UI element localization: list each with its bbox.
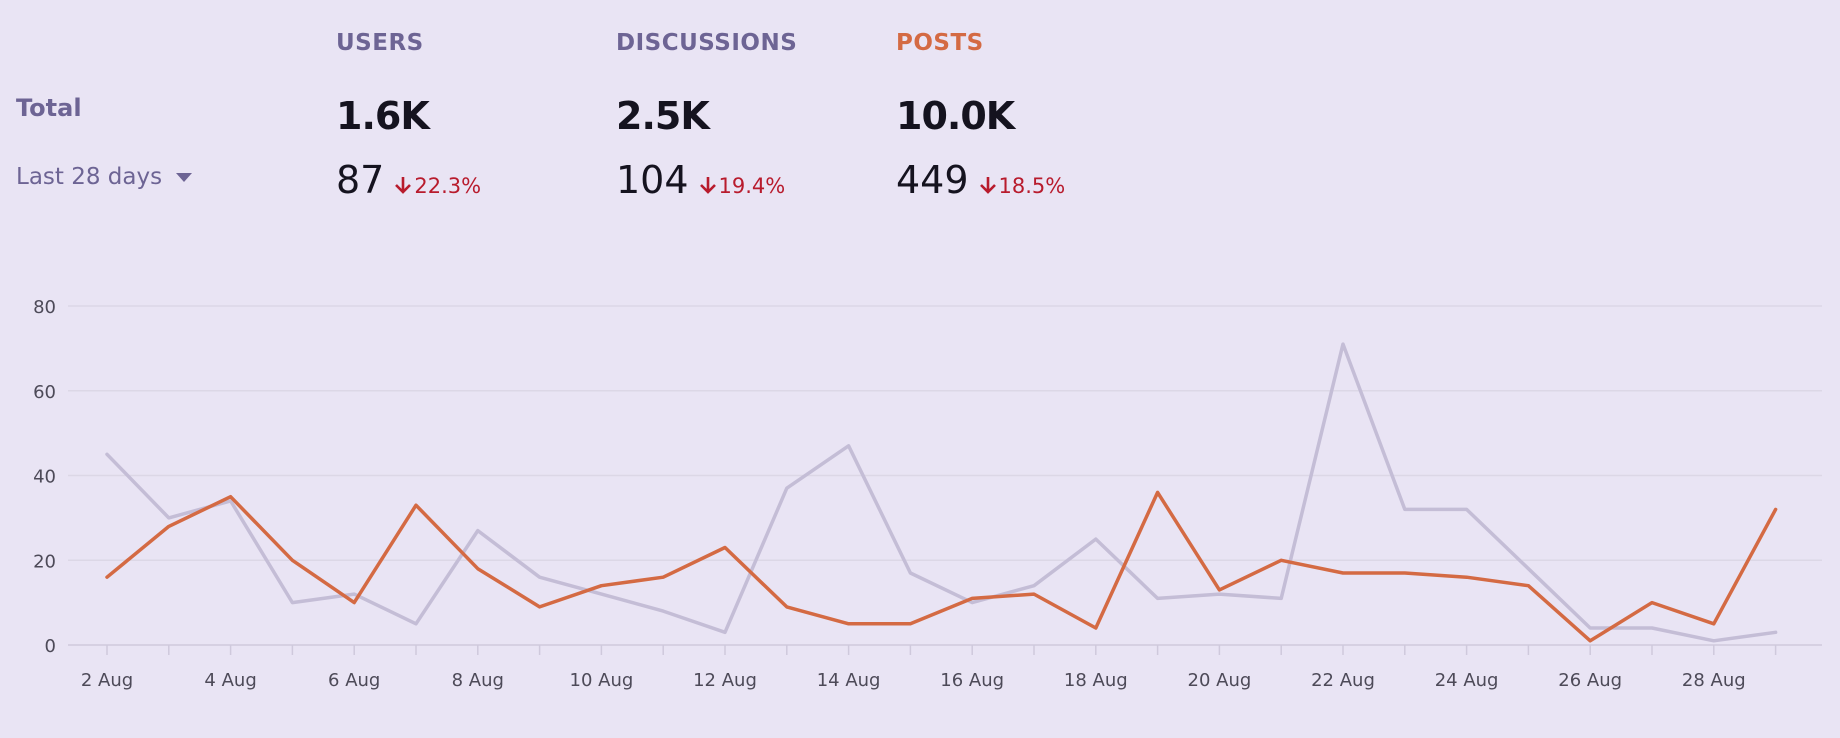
series-line-0 <box>105 342 1778 643</box>
x-tick-label: 2 Aug <box>81 670 133 691</box>
y-tick-label: 80 <box>33 297 56 318</box>
stat-discussions-total: 2.5K <box>616 94 710 138</box>
stat-posts-recent: 449 <box>896 158 969 202</box>
x-tick-label: 14 Aug <box>817 670 881 691</box>
x-tick-label: 26 Aug <box>1558 670 1622 691</box>
stat-users: USERS 1.6K 87 22.3% <box>336 28 481 202</box>
x-tick-label: 24 Aug <box>1435 670 1499 691</box>
period-dropdown[interactable]: Last 28 days <box>16 164 193 190</box>
stat-users-change-badge: 22.3% <box>394 173 481 198</box>
arrow-down-icon <box>395 177 412 194</box>
stat-posts-change: 18.5% <box>998 174 1066 198</box>
x-tick-label: 6 Aug <box>328 670 380 691</box>
y-tick-label: 20 <box>33 551 56 572</box>
x-tick-label: 4 Aug <box>204 670 256 691</box>
x-tick-label: 28 Aug <box>1682 670 1746 691</box>
stat-posts: POSTS 10.0K 449 18.5% <box>896 28 1065 202</box>
x-tick-label: 22 Aug <box>1311 670 1375 691</box>
x-tick-label: 18 Aug <box>1064 670 1128 691</box>
stat-users-label: USERS <box>336 30 424 56</box>
stat-discussions-change-badge: 19.4% <box>699 173 786 198</box>
x-tick-label: 20 Aug <box>1188 670 1252 691</box>
arrow-down-icon <box>979 177 996 194</box>
x-tick-label: 12 Aug <box>693 670 757 691</box>
stat-discussions-change: 19.4% <box>718 174 786 198</box>
stat-users-total: 1.6K <box>336 94 430 138</box>
stat-users-recent: 87 <box>336 158 385 202</box>
period-dropdown-label: Last 28 days <box>16 164 163 190</box>
series-line-1 <box>105 490 1778 643</box>
y-tick-label: 40 <box>33 467 56 488</box>
stat-posts-total: 10.0K <box>896 94 1015 138</box>
stat-posts-change-badge: 18.5% <box>979 173 1066 198</box>
x-tick-label: 10 Aug <box>570 670 634 691</box>
total-row-label: Total <box>16 94 82 122</box>
stat-users-change: 22.3% <box>414 174 482 198</box>
stat-discussions-recent: 104 <box>616 158 689 202</box>
y-tick-label: 0 <box>45 636 56 657</box>
x-tick-label: 16 Aug <box>940 670 1004 691</box>
arrow-down-icon <box>699 177 716 194</box>
caret-down-icon <box>176 172 193 182</box>
stat-discussions-label: DISCUSSIONS <box>616 30 798 56</box>
stat-discussions: DISCUSSIONS 2.5K 104 19.4% <box>616 28 797 202</box>
y-tick-label: 60 <box>33 382 56 403</box>
stat-posts-label: POSTS <box>896 30 984 56</box>
x-tick-label: 8 Aug <box>452 670 504 691</box>
